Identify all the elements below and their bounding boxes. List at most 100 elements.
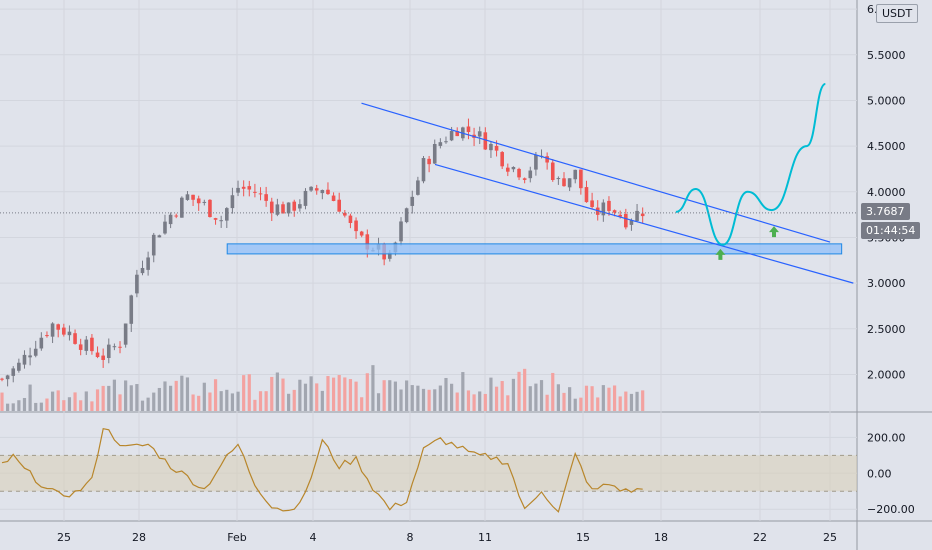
volume-bar	[258, 391, 263, 411]
candle-body	[444, 141, 448, 143]
oscillator-tick-label: 200.00	[867, 431, 906, 444]
candle-body	[640, 213, 645, 217]
volume-bar	[483, 393, 487, 411]
candle-body	[157, 235, 162, 238]
projection-path	[675, 83, 827, 246]
candle-body	[567, 178, 572, 188]
volume-bar	[17, 400, 21, 411]
candle-body	[123, 323, 128, 345]
candle-body	[101, 355, 105, 360]
candle-body	[95, 352, 100, 358]
volume-bar	[298, 379, 302, 411]
drawings-layer	[0, 83, 857, 284]
volume-bar	[348, 379, 353, 411]
candle-body	[466, 126, 471, 133]
candle-body	[140, 267, 145, 274]
volume-bar	[629, 393, 634, 411]
volume-bar	[185, 377, 190, 411]
price-tick-label: 2.5000	[867, 323, 906, 336]
candle-body	[326, 189, 330, 195]
volume-bar	[500, 381, 504, 411]
volume-bar	[95, 389, 100, 411]
candle-body	[562, 178, 566, 187]
candle-body	[416, 180, 420, 195]
volume-bar	[326, 376, 330, 411]
candle-body	[427, 158, 431, 165]
volume-bar	[163, 381, 167, 411]
price-tick-label: 4.0000	[867, 186, 906, 199]
candle-body	[230, 195, 235, 209]
volume-bar	[242, 375, 246, 411]
volume-bar	[11, 403, 15, 411]
volume-bar	[438, 385, 442, 411]
volume-bar	[118, 394, 122, 411]
volume-bar	[275, 372, 279, 411]
volume-bar	[180, 375, 184, 411]
volume-bar	[517, 371, 521, 411]
candle-body	[146, 257, 150, 270]
candle-body	[506, 167, 510, 172]
candle-body	[225, 208, 229, 221]
volume-bar	[472, 394, 476, 411]
volume-bar	[202, 382, 206, 411]
candle-body	[573, 169, 578, 180]
volume-bar	[511, 378, 516, 411]
candle-body	[550, 162, 555, 180]
candle-body	[590, 200, 594, 207]
candle-body	[78, 344, 83, 350]
volume-bar	[444, 377, 448, 411]
candle-body	[45, 335, 49, 337]
candle-body	[489, 143, 493, 151]
last-price-label: 3.7687	[861, 203, 910, 220]
volume-bar	[365, 373, 369, 411]
volume-bar	[596, 397, 600, 411]
volume-bar	[191, 394, 195, 411]
volume-bar	[433, 389, 437, 411]
candle-body	[354, 220, 358, 232]
candle-body	[11, 368, 16, 376]
volume-bar	[309, 376, 313, 411]
candle-body	[22, 354, 27, 365]
volume-bar	[320, 390, 324, 411]
volume-bar	[79, 400, 83, 411]
candle-body	[0, 378, 4, 380]
candle-body	[612, 210, 617, 213]
volume-bar	[421, 388, 426, 411]
oscillator-line	[1, 427, 643, 513]
candle-body	[50, 323, 55, 337]
volume-bar	[399, 389, 403, 411]
volume-bar	[129, 385, 133, 411]
volume-bar	[382, 380, 386, 411]
candle-body	[629, 220, 634, 225]
time-tick-label: 18	[654, 531, 668, 544]
candle-body	[236, 187, 240, 193]
volume-bar	[371, 365, 375, 411]
candle-body	[264, 194, 268, 201]
volume-bar	[388, 380, 392, 411]
volume-bar	[281, 378, 285, 411]
volume-bar	[337, 375, 341, 411]
candle-body	[39, 337, 44, 349]
candle-body	[438, 142, 443, 146]
volume-bar	[466, 390, 471, 411]
candle-body	[410, 196, 415, 206]
candle-body	[241, 186, 246, 189]
candle-body	[449, 131, 454, 141]
time-tick-label: 8	[407, 531, 414, 544]
candle-body	[624, 213, 628, 228]
volume-bar	[197, 395, 201, 411]
volume-bar	[135, 384, 139, 411]
candle-body	[320, 190, 325, 194]
currency-badge[interactable]: USDT	[876, 4, 919, 23]
volume-bar	[219, 391, 223, 411]
time-tick-label: Feb	[227, 531, 246, 544]
candle-body	[494, 145, 499, 151]
volume-bar	[528, 386, 532, 411]
candle-body	[202, 201, 207, 203]
volume-bar	[427, 389, 431, 411]
candle-body	[258, 193, 263, 195]
volume-bar	[562, 392, 566, 411]
price-pane	[0, 0, 857, 412]
